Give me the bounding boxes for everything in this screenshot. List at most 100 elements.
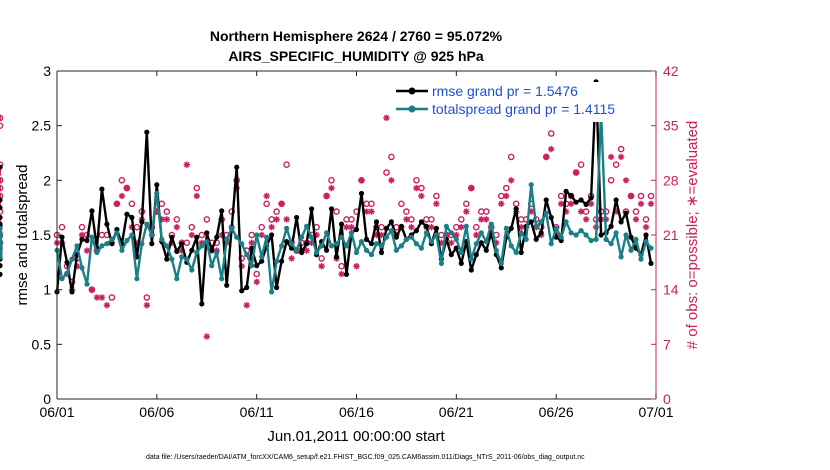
evaluated-obs-marker [123, 184, 131, 192]
totalspread-point [633, 236, 639, 242]
possible-obs-marker [472, 223, 480, 231]
rmse-point [623, 210, 629, 216]
possible-obs-marker [203, 216, 211, 223]
evaluated-obs-marker [637, 200, 645, 207]
rmse-point [368, 241, 375, 247]
evaluated-obs-marker [458, 224, 465, 231]
totalspread-point [603, 236, 609, 242]
evaluated-obs-marker [463, 208, 470, 215]
rmse-point [373, 219, 380, 225]
totalspread-point [269, 289, 275, 295]
totalspread-point [99, 243, 105, 249]
rmse-point [628, 234, 634, 240]
rmse-point [89, 208, 95, 214]
totalspread-point [119, 247, 125, 253]
evaluated-obs-marker [448, 239, 455, 246]
rmse-point [498, 265, 504, 271]
totalspread-point [0, 247, 3, 253]
y-left-tick-label: 2 [43, 172, 51, 188]
totalspread-point [583, 232, 589, 238]
possible-obs-marker [547, 130, 555, 137]
totalspread-point [483, 239, 489, 245]
totalspread-point [129, 232, 135, 238]
rmse-point [309, 206, 315, 212]
legend-background [392, 82, 654, 122]
rmse-point [274, 284, 280, 291]
x-tick-label: 07/01 [638, 404, 673, 420]
rmse-point [528, 219, 534, 225]
totalspread-point [294, 247, 300, 253]
totalspread-point [199, 243, 205, 249]
totalspread-point [548, 241, 554, 247]
rmse-point [613, 197, 619, 203]
rmse-point [0, 164, 3, 170]
y-right-tick-label: 28 [663, 172, 679, 188]
y-right-tick-label: 35 [663, 118, 679, 134]
evaluated-obs-marker [253, 278, 260, 286]
rmse-point [154, 182, 160, 188]
totalspread-point [498, 260, 504, 266]
evaluated-obs-marker [403, 216, 410, 223]
possible-obs-marker [0, 239, 4, 247]
totalspread-point [264, 234, 270, 240]
rmse-point [69, 289, 75, 295]
evaluated-obs-marker [368, 208, 375, 215]
rmse-point [548, 214, 554, 221]
totalspread-point [618, 254, 624, 260]
totalspread-point [358, 239, 365, 245]
totalspread-point [348, 230, 355, 236]
possible-obs-marker [557, 192, 565, 200]
rmse-point [244, 284, 250, 291]
totalspread-point [244, 252, 250, 258]
possible-obs-marker [0, 208, 4, 215]
evaluated-obs-marker [582, 216, 590, 223]
rmse-point [224, 282, 230, 288]
evaluated-obs-marker [617, 153, 625, 161]
totalspread-point [343, 243, 350, 249]
possible-obs-marker [273, 208, 280, 215]
y-left-tick-label: 0 [43, 391, 51, 407]
totalspread-point [144, 221, 150, 227]
totalspread-point [588, 237, 594, 244]
evaluated-obs-marker [353, 263, 360, 270]
totalspread-point [0, 241, 3, 247]
totalspread-point [403, 236, 409, 242]
totalspread-point [373, 241, 380, 247]
rmse-point [169, 234, 175, 240]
possible-obs-marker [632, 208, 640, 215]
totalspread-point [398, 243, 404, 249]
evaluated-obs-marker [303, 247, 310, 254]
totalspread-point [189, 267, 195, 273]
rmse-point [353, 226, 360, 233]
possible-obs-marker [428, 216, 435, 223]
evaluated-obs-marker [622, 177, 630, 184]
possible-obs-marker [348, 216, 355, 223]
evaluated-obs-marker [572, 169, 580, 176]
totalspread-point [314, 249, 320, 256]
rmse-point [418, 219, 424, 225]
evaluated-obs-marker [358, 177, 365, 184]
possible-obs-marker [188, 223, 196, 231]
totalspread-point [543, 210, 549, 216]
totalspread-point [463, 223, 469, 229]
rmse-point [458, 260, 464, 266]
totalspread-point [523, 236, 529, 242]
totalspread-point [428, 239, 434, 245]
possible-obs-marker [158, 200, 166, 208]
rmse-point [0, 214, 3, 221]
totalspread-point [154, 190, 160, 197]
evaluated-obs-marker [383, 114, 390, 122]
evaluated-obs-marker [413, 184, 420, 192]
totalspread-point [289, 241, 295, 247]
totalspread-point [74, 243, 80, 249]
totalspread-point [184, 256, 190, 262]
possible-obs-marker [198, 231, 206, 239]
possible-obs-marker [378, 223, 385, 231]
evaluated-obs-marker [188, 231, 195, 239]
rmse-point [393, 234, 399, 240]
totalspread-point [234, 234, 240, 240]
y-left-tick-label: 2.5 [32, 118, 52, 134]
totalspread-point [84, 281, 90, 287]
rmse-point [174, 248, 180, 254]
